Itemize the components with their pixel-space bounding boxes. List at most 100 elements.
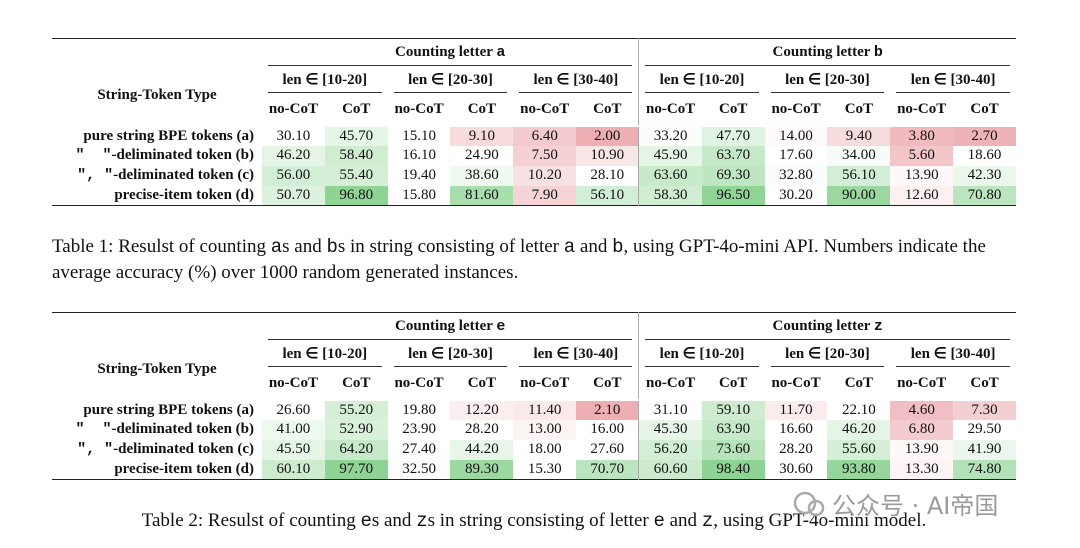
cell: 56.00 (262, 165, 325, 186)
column-header: CoT (593, 375, 622, 391)
row-label: pure string BPE tokens (a) (52, 124, 262, 146)
range-label: len ∈ [30-40] (896, 342, 1010, 367)
cell: 33.20 (638, 124, 702, 146)
cell: 28.20 (465, 421, 499, 437)
range-header: len ∈ [30-40] (890, 67, 1016, 95)
code: z (416, 510, 428, 532)
range-label: len ∈ [20-30] (393, 68, 508, 93)
cell: 55.20 (324, 398, 388, 420)
range-header: len ∈ [10-20] (262, 67, 388, 95)
cell: 30.20 (779, 186, 813, 203)
watermark-text: 公众号 · AI帝国 (832, 492, 999, 520)
cell: 70.70 (576, 459, 639, 480)
group-header: Counting letter a (262, 39, 639, 67)
cell: 63.70 (701, 145, 765, 166)
cell: 45.50 (262, 439, 325, 460)
data-row: pure string BPE tokens (a) 26.60 55.20 19.8… (52, 398, 1016, 420)
group-label: Counting letter e (268, 314, 633, 340)
code: a (563, 236, 576, 258)
cell: 42.30 (953, 165, 1016, 186)
cell: 15.80 (402, 186, 436, 203)
cell: 17.60 (779, 147, 813, 163)
cell: 13.30 (890, 459, 954, 480)
data-row: precise-item token (d) 50.70 96.80 15.80 81.… (52, 185, 1016, 206)
column-header: CoT (844, 375, 874, 391)
code: b (612, 236, 624, 258)
group-label: Counting letter z (645, 314, 1010, 340)
cell: 11.70 (764, 398, 828, 420)
header-row: String-Token Type len ∈ [10-20] len ∈ [20-… (52, 340, 1016, 377)
row-label: precise-item token (d) (52, 186, 262, 206)
caption: Table 1: Resulst of counting as and bs i… (52, 234, 1027, 285)
text: , using GPT-4o-mini API. Numbers indicat… (52, 236, 986, 283)
cell: 96.80 (324, 185, 388, 206)
text: s and (282, 236, 327, 257)
cell: 7.30 (953, 398, 1016, 420)
cell: 44.20 (450, 439, 514, 460)
cell: 34.00 (827, 146, 890, 166)
cell: 19.80 (387, 398, 451, 420)
cell: 12.60 (890, 185, 954, 206)
table-body: pure string BPE tokens (a) 26.60 55.20 19.8… (52, 398, 1016, 480)
cell: 32.80 (765, 166, 828, 186)
cell: 90.00 (827, 185, 891, 206)
row-header-title: String-Token Type (97, 361, 217, 377)
row-label: " "-deliminated token (b) (52, 420, 262, 440)
row-label: ", "-deliminated token (c) (52, 166, 262, 186)
table-body: pure string BPE tokens (a) 30.10 45.70 15.1… (52, 124, 1016, 206)
range-label: len ∈ [30-40] (519, 342, 633, 367)
cell: 56.10 (576, 185, 639, 206)
cell: 63.60 (638, 165, 702, 186)
cell: 46.20 (262, 145, 325, 166)
cell: 58.40 (324, 145, 388, 166)
cell: 10.20 (513, 165, 577, 186)
text: , using GPT-4o-mini model. (713, 510, 927, 531)
row-label: ", "-deliminated token (c) (52, 440, 262, 460)
cell: 5.60 (890, 145, 954, 166)
cell: 60.10 (262, 459, 325, 480)
cell: 41.90 (953, 439, 1016, 460)
cell: 73.60 (701, 439, 765, 460)
cell: 12.20 (450, 398, 514, 420)
text: Counting letter (395, 317, 497, 334)
code: a (270, 236, 283, 258)
range-header: len ∈ [30-40] (513, 67, 639, 95)
header-row: String-Token Type len ∈ [10-20] len ∈ [20-… (52, 66, 1016, 103)
cell: 4.60 (890, 398, 954, 420)
range-header: len ∈ [30-40] (513, 341, 639, 369)
cell: 9.40 (827, 124, 891, 146)
text: Table 1: Resulst of counting (52, 236, 271, 257)
code: a (496, 43, 506, 61)
cell: 24.90 (465, 147, 499, 163)
cell: 2.00 (576, 124, 639, 146)
text: precise-item token (d) (114, 460, 254, 477)
group-header: Counting letter e (262, 313, 639, 341)
cell: 69.30 (701, 165, 765, 186)
code: " " (75, 421, 112, 438)
header-row: Counting letter e Counting letter z (52, 312, 1016, 341)
range-label: len ∈ [20-30] (393, 342, 508, 367)
cell: 2.10 (576, 398, 639, 420)
cell: 93.80 (827, 459, 891, 480)
code: z (873, 317, 883, 335)
cell: 46.20 (827, 419, 891, 440)
text: s in string consisting of letter (337, 236, 564, 257)
cell: 27.40 (402, 441, 436, 457)
cell: 7.90 (513, 185, 577, 206)
column-header: CoT (342, 375, 371, 391)
range-header: len ∈ [20-30] (388, 341, 514, 369)
cell: 98.40 (701, 459, 765, 480)
column-header: no-CoT (520, 375, 570, 391)
cell: 16.10 (402, 147, 436, 163)
range-label: len ∈ [20-30] (770, 342, 885, 367)
cell: 22.10 (827, 398, 891, 420)
cell: 52.90 (324, 419, 388, 440)
range-label: len ∈ [30-40] (896, 68, 1010, 93)
code: z (701, 510, 714, 532)
cell: 9.10 (450, 124, 514, 146)
column-header: CoT (719, 101, 748, 117)
cell: 30.10 (262, 124, 325, 146)
range-header: len ∈ [10-20] (638, 66, 765, 95)
column-header: no-CoT (771, 101, 821, 117)
